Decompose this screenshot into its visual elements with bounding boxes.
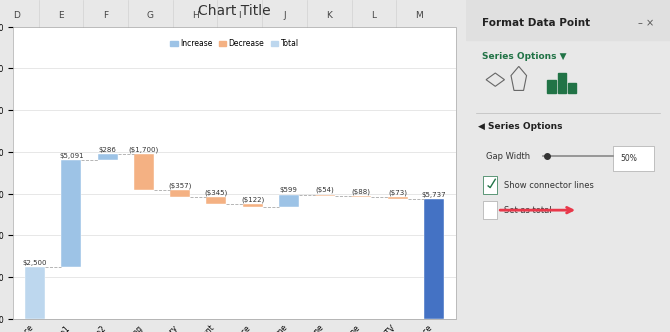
Bar [98,154,118,160]
FancyBboxPatch shape [483,201,497,219]
FancyBboxPatch shape [613,146,654,171]
FancyBboxPatch shape [483,176,497,194]
Bar [547,80,555,93]
Bar [134,154,154,190]
Text: J: J [283,11,286,20]
Text: F: F [103,11,109,20]
Bar [351,196,371,198]
Bar [557,73,565,93]
Text: ($54): ($54) [316,187,334,194]
Text: D: D [13,11,19,20]
Text: $5,091: $5,091 [59,153,84,159]
Text: ($1,700): ($1,700) [129,147,159,153]
Text: G: G [147,11,154,20]
Bar [25,267,45,319]
Text: $286: $286 [98,147,117,153]
Text: H: H [192,11,198,20]
Text: Set as total: Set as total [505,206,552,215]
Bar [206,197,226,205]
Text: ($345): ($345) [205,190,228,196]
Text: ($122): ($122) [241,197,264,204]
Bar [279,195,299,207]
Bar [62,160,81,267]
Text: Format Data Point: Format Data Point [482,18,590,28]
Text: Gap Width: Gap Width [486,151,530,161]
Text: E: E [58,11,64,20]
Text: 50%: 50% [620,154,638,163]
Title: Chart Title: Chart Title [198,4,271,19]
Text: $5,737: $5,737 [421,192,446,198]
Text: L: L [371,11,377,20]
Text: M: M [415,11,423,20]
Legend: Increase, Decrease, Total: Increase, Decrease, Total [168,36,302,51]
Bar [388,198,407,199]
Bar [466,0,670,40]
Text: ◀ Series Options: ◀ Series Options [478,122,562,131]
Text: ($357): ($357) [168,182,192,189]
Text: ($73): ($73) [388,190,407,197]
Bar [170,190,190,197]
Text: $2,500: $2,500 [23,260,48,266]
Bar [315,195,335,196]
Text: Series Options ▼: Series Options ▼ [482,52,567,61]
Text: ($88): ($88) [352,188,371,195]
Text: I: I [239,11,241,20]
Text: Show connector lines: Show connector lines [505,181,594,190]
Bar [243,205,263,207]
Text: K: K [326,11,332,20]
Text: – ×: – × [638,18,654,28]
Bar [568,83,576,93]
Bar [424,199,444,319]
Text: $599: $599 [280,188,297,194]
